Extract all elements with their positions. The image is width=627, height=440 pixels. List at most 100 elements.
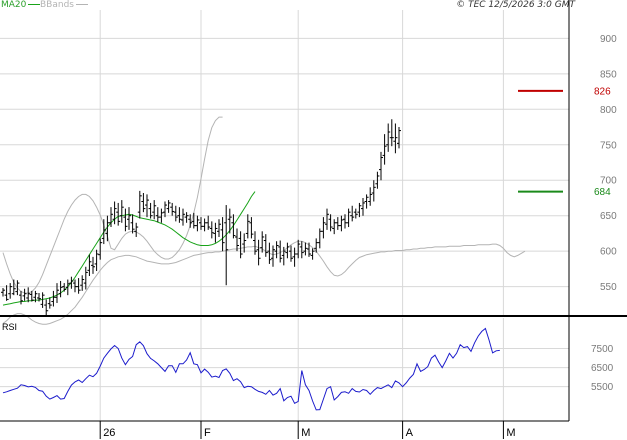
x-tick-label: F: [204, 427, 211, 439]
x-tick-label: A: [406, 427, 414, 439]
price-bar: [83, 266, 88, 290]
price-bar: [281, 246, 286, 266]
price-bar: [364, 194, 369, 209]
price-bars-layer: [1, 119, 401, 315]
price-tick-label: 650: [600, 211, 617, 222]
price-bar: [62, 283, 67, 292]
price-bar: [299, 241, 304, 259]
price-bar: [195, 215, 200, 232]
price-bar: [8, 283, 13, 299]
price-bar: [231, 214, 236, 239]
price-bar: [353, 208, 358, 219]
price-bar: [386, 123, 391, 152]
price-bar: [260, 231, 265, 253]
price-bar: [11, 279, 16, 296]
x-tick-label: 26: [103, 427, 115, 439]
rsi-layer: RSI: [2, 322, 500, 411]
price-tick-label: 800: [600, 105, 617, 116]
price-bar: [155, 207, 160, 223]
price-bar: [1, 288, 5, 297]
price-bar: [238, 231, 243, 259]
price-bar: [325, 208, 329, 230]
price-bar: [357, 202, 362, 218]
price-bar: [4, 285, 9, 301]
bbands-line: [2, 116, 223, 294]
price-bar: [184, 212, 189, 223]
price-bar: [44, 299, 49, 315]
price-bar: [389, 119, 394, 147]
x-axis-labels: 26 F M A M: [99, 421, 516, 439]
price-bar: [289, 245, 293, 262]
price-bar: [112, 201, 117, 225]
price-bar: [242, 233, 247, 253]
price-bar: [19, 290, 23, 305]
price-bar: [267, 242, 272, 264]
price-bar: [55, 283, 59, 303]
legend-ma20-swatch: [28, 4, 41, 5]
price-bar: [94, 249, 99, 272]
price-bar: [163, 201, 167, 218]
price-bar: [245, 214, 250, 239]
y-axis-labels: 550 600 650 700 750 800 850 900 7500 6500 5500: [591, 34, 617, 393]
price-bar: [130, 214, 135, 234]
price-tick-label: 700: [600, 176, 617, 187]
price-bar: [69, 276, 74, 289]
copyright-text: © TEC 12/5/2026 3:0 GMT: [456, 0, 575, 10]
price-bar: [116, 202, 121, 226]
price-bar: [33, 290, 38, 303]
price-bar: [271, 245, 275, 267]
legend-ma20-label: MA20: [1, 0, 27, 10]
bbands-line: [2, 240, 526, 325]
price-bar: [98, 238, 103, 260]
price-bar: [40, 292, 45, 308]
price-bar: [350, 205, 355, 222]
price-bar: [256, 239, 261, 266]
price-bar: [137, 190, 142, 219]
price-bar: [332, 219, 337, 235]
price-bar: [26, 287, 31, 303]
price-grid: [0, 10, 569, 315]
price-bar: [397, 127, 401, 149]
price-bar: [249, 217, 254, 239]
price-bar: [393, 123, 398, 154]
legend-ma20: MA20: [1, 0, 41, 11]
price-bar: [37, 293, 41, 302]
price-bar: [379, 151, 383, 181]
legend-bbands-label: BBands: [40, 0, 74, 10]
price-bar: [375, 171, 380, 189]
price-bar: [213, 222, 218, 243]
price-bar: [206, 215, 211, 230]
price-bar: [141, 193, 146, 213]
price-bar: [177, 207, 182, 223]
x-tick-label: M: [506, 427, 515, 439]
levels-layer: 826 684: [518, 86, 611, 198]
price-bar: [317, 228, 322, 249]
price-bar: [368, 187, 373, 206]
price-bar: [145, 194, 149, 218]
price-bar: [292, 247, 297, 267]
price-tick-label: 550: [600, 282, 617, 293]
price-bar: [148, 202, 153, 219]
bbands-layer: [2, 116, 526, 325]
price-bar: [166, 200, 171, 213]
price-bar: [296, 239, 301, 259]
price-bar: [58, 280, 63, 298]
price-bar: [127, 207, 131, 230]
frame-layer: [0, 0, 627, 422]
price-bar: [87, 254, 92, 276]
price-bar: [371, 180, 376, 202]
price-bar: [263, 234, 268, 257]
rsi-tick-label: 6500: [591, 363, 614, 374]
price-bar: [109, 207, 113, 228]
rsi-grid: [0, 318, 569, 421]
price-bar: [80, 275, 85, 291]
price-bar: [217, 219, 221, 237]
price-bar: [220, 217, 225, 252]
rsi-line: [2, 327, 500, 411]
price-bar: [253, 231, 257, 255]
price-bar: [278, 240, 283, 263]
price-tick-label: 750: [600, 140, 617, 151]
rsi-tick-label: 7500: [591, 344, 614, 355]
